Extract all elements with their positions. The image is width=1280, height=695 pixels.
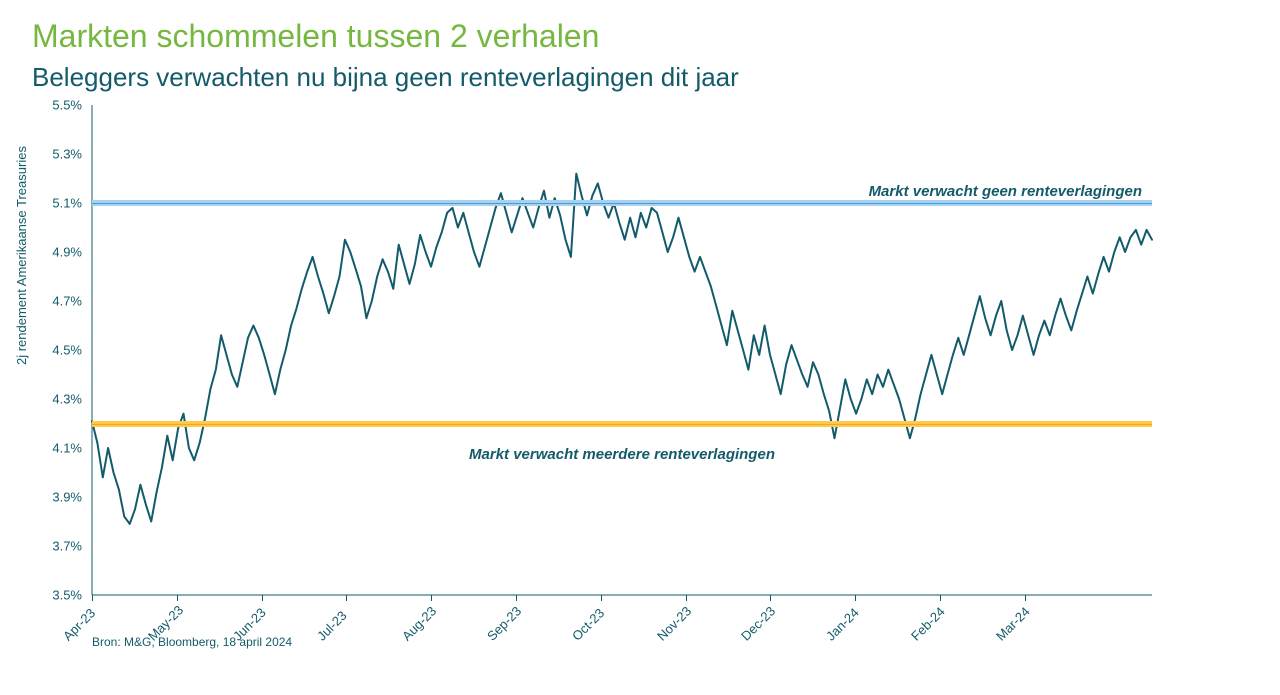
x-tick-label: Aug-23	[399, 603, 439, 643]
y-axis-title: 2j rendement Amerikaanse Treasuries	[14, 146, 29, 365]
x-tick-label: Oct-23	[569, 605, 607, 643]
chart-title-sub: Beleggers verwachten nu bijna geen rente…	[32, 62, 739, 93]
y-tick-label: 5.1%	[46, 196, 82, 211]
y-tick-label: 3.9%	[46, 490, 82, 505]
y-tick-label: 4.9%	[46, 245, 82, 260]
y-tick-label: 4.1%	[46, 441, 82, 456]
x-tick-label: Feb-24	[908, 604, 948, 644]
chart-title-main: Markten schommelen tussen 2 verhalen	[32, 18, 599, 55]
y-tick-label: 5.5%	[46, 98, 82, 113]
reference-line	[92, 203, 1152, 204]
x-tick-mark	[262, 595, 263, 601]
x-tick-mark	[1025, 595, 1026, 601]
source-text: Bron: M&G, Bloomberg, 18 april 2024	[92, 635, 292, 649]
y-tick-label: 4.5%	[46, 343, 82, 358]
x-tick-mark	[92, 595, 93, 601]
x-tick-label: Sep-23	[484, 603, 524, 643]
x-tick-mark	[855, 595, 856, 601]
y-tick-label: 3.5%	[46, 588, 82, 603]
x-tick-mark	[516, 595, 517, 601]
x-tick-mark	[770, 595, 771, 601]
x-tick-mark	[940, 595, 941, 601]
y-tick-label: 4.7%	[46, 294, 82, 309]
chart-container: 2j rendement Amerikaanse Treasuries 3.5%…	[32, 105, 1192, 655]
x-tick-mark	[177, 595, 178, 601]
reference-annotation: Markt verwacht geen renteverlagingen	[869, 183, 1142, 200]
plot-area: Markt verwacht geen renteverlagingen Mark…	[92, 105, 1152, 595]
line-chart-svg	[92, 105, 1152, 595]
x-tick-label: Dec-23	[738, 603, 778, 643]
x-tick-label: Jan-24	[823, 605, 862, 644]
x-tick-mark	[346, 595, 347, 601]
reference-line	[92, 424, 1152, 425]
x-tick-mark	[431, 595, 432, 601]
x-tick-mark	[601, 595, 602, 601]
x-tick-label: Nov-23	[654, 603, 694, 643]
x-tick-mark	[686, 595, 687, 601]
y-tick-label: 4.3%	[46, 392, 82, 407]
x-tick-label: Mar-24	[993, 604, 1033, 644]
x-tick-label: Jul-23	[314, 608, 350, 644]
y-tick-label: 5.3%	[46, 147, 82, 162]
reference-annotation: Markt verwacht meerdere renteverlagingen	[469, 446, 775, 463]
y-tick-label: 3.7%	[46, 539, 82, 554]
